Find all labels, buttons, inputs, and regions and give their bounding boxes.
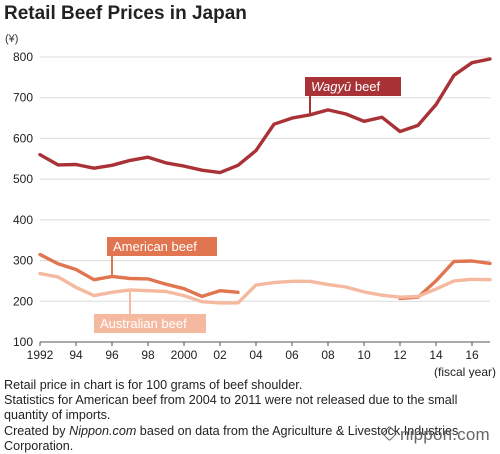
y-axis-unit: (¥) <box>5 33 18 45</box>
y-tick-label: 600 <box>13 131 33 145</box>
y-tick-label: 500 <box>13 172 33 186</box>
x-axis-ticks: 1992 94 96 98 2000 02 04 06 08 10 12 14 16 <box>27 342 479 362</box>
x-tick-label: 06 <box>285 348 299 362</box>
american-beef-label: American beef <box>107 237 217 277</box>
x-tick-label: 08 <box>321 348 335 362</box>
chart: Retail Beef Prices in Japan (¥) 100 200 30… <box>4 3 496 378</box>
x-tick-label: 14 <box>429 348 443 362</box>
wagyu-beef-label-box <box>305 77 401 96</box>
x-tick-label: 96 <box>105 348 119 362</box>
y-axis-ticks: 100 200 300 400 500 600 700 800 <box>13 50 33 349</box>
chart-title: Retail Beef Prices in Japan <box>4 3 247 24</box>
wagyu-beef-label: Wagyū beef <box>305 77 401 115</box>
y-tick-label: 400 <box>13 213 33 227</box>
x-axis-unit: (fiscal year) <box>434 365 496 378</box>
x-tick-label: 16 <box>465 348 479 362</box>
x-tick-label: 94 <box>69 348 83 362</box>
x-tick-label: 98 <box>141 348 155 362</box>
note-price-basis: Retail price in chart is for 100 grams o… <box>4 378 303 392</box>
australian-beef-label: Australian beef <box>94 289 206 333</box>
x-tick-label: 1992 <box>27 348 54 362</box>
y-tick-label: 300 <box>13 254 33 268</box>
x-tick-label: 02 <box>213 348 227 362</box>
x-tick-label: 04 <box>249 348 263 362</box>
american-beef-label-text: American beef <box>113 239 197 254</box>
logo-text: nippon.com <box>400 425 490 444</box>
wagy-beef-line <box>38 57 492 175</box>
nippon-logo: nippon.com <box>381 425 490 445</box>
series-lines <box>38 57 492 305</box>
y-tick-label: 700 <box>13 91 33 105</box>
note-american-gap: Statistics for American beef from 2004 t… <box>4 393 458 423</box>
y-tick-label: 100 <box>13 335 33 349</box>
series-labels: Wagyū beef American beef Australian beef <box>94 77 401 333</box>
y-tick-label: 200 <box>13 294 33 308</box>
wagyu-beef-label-text: Wagyū beef <box>311 79 381 94</box>
logo-diamond-icon <box>381 425 398 442</box>
wagyu-beef-label-main: Wagyū <box>311 79 351 94</box>
credit-prefix: Created by <box>4 423 70 438</box>
american-beef-label-box <box>107 237 217 256</box>
x-tick-label: 12 <box>393 348 407 362</box>
chart-notes: Retail price in chart is for 100 grams o… <box>4 378 496 454</box>
y-tick-label: 800 <box>13 50 33 64</box>
american-beef-line-segment-1 <box>38 252 240 299</box>
credit-site: Nippon.com <box>69 423 137 438</box>
australian-beef-label-box <box>94 314 206 333</box>
credit-line: Created by Nippon.com based on data from… <box>4 424 496 454</box>
x-tick-label: 2000 <box>171 348 198 362</box>
x-tick-label: 10 <box>357 348 371 362</box>
gridlines <box>40 56 490 302</box>
australian-beef-line <box>38 271 492 305</box>
australian-beef-label-text: Australian beef <box>100 316 187 331</box>
wagyu-beef-label-suffix: beef <box>351 79 380 94</box>
